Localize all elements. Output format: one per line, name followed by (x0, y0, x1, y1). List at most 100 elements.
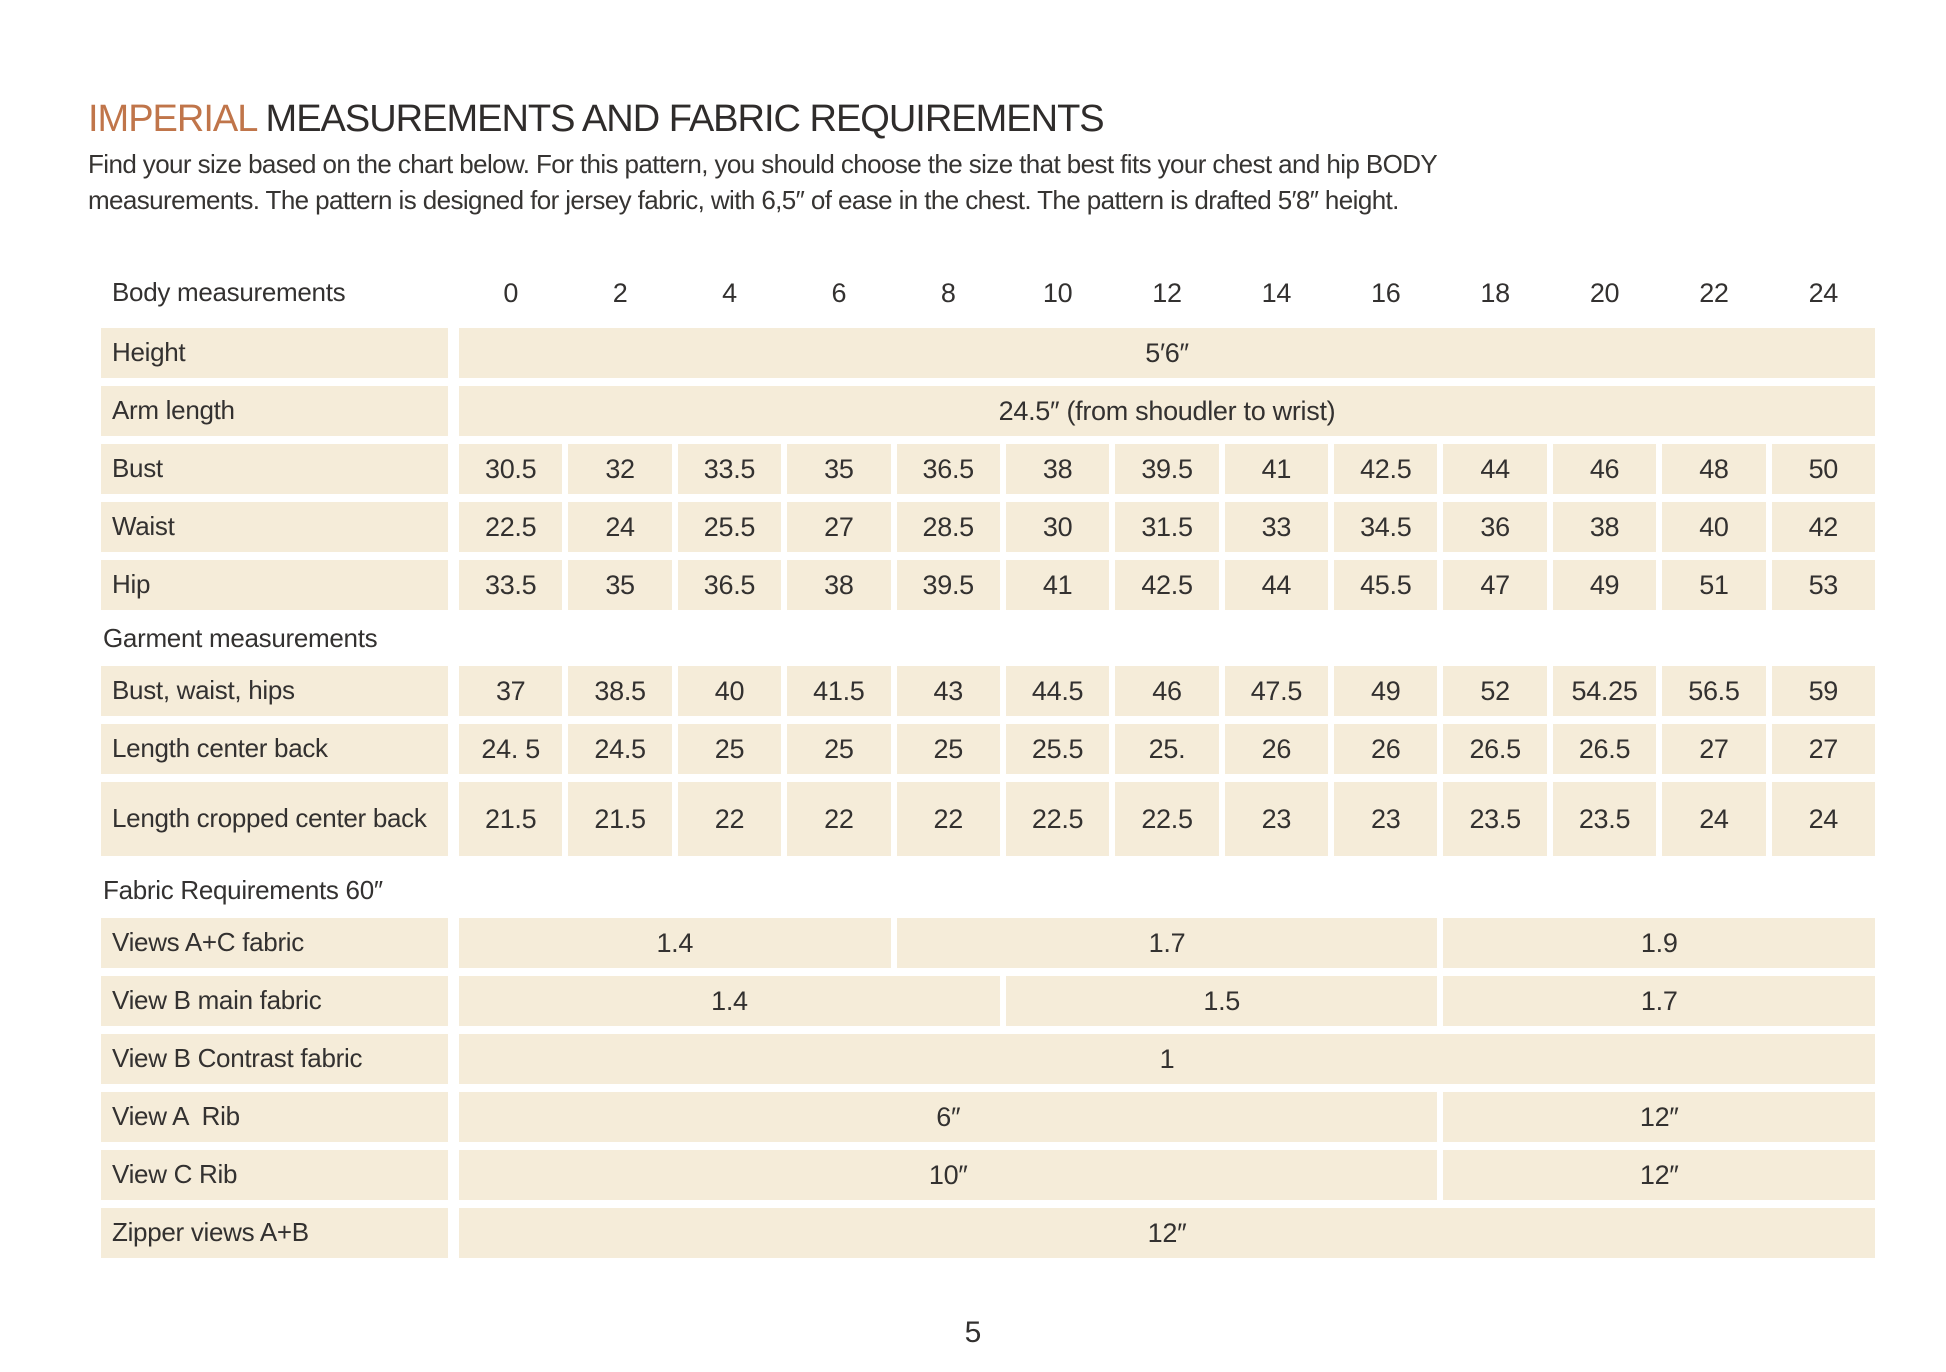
value-cell: 12″ (1443, 1150, 1875, 1200)
size-header-label: Body measurements (112, 277, 346, 308)
value-cell: 23 (1334, 782, 1438, 856)
value-cell: 22.5 (1005, 782, 1110, 856)
value-cell: 23.5 (1552, 782, 1657, 856)
value-cell: 24.5 (568, 724, 672, 774)
value-cell: 59 (1771, 666, 1875, 716)
value-cell: 21.5 (459, 782, 563, 856)
table-row: Length center back 24. 5 24.5 25 25 25 25.5 25.… (101, 724, 1875, 774)
section-label: Garment measurements (103, 622, 378, 653)
size-column-header: 4 (722, 277, 737, 308)
value-cell: 41.5 (787, 666, 891, 716)
value-cell: 33 (1224, 502, 1329, 552)
value-cell: 42.5 (1115, 560, 1219, 610)
row-label: View B main fabric (101, 976, 453, 1026)
size-column-header: 6 (831, 277, 847, 308)
table-row: Length cropped center back 21.5 21.5 22 22 22… (101, 782, 1875, 856)
value-cell: 53 (1771, 560, 1875, 610)
value-cell: 25. (1115, 724, 1219, 774)
value-cell: 12″ (459, 1208, 1875, 1258)
value-cell: 24. 5 (459, 724, 563, 774)
row-label: View A Rib (101, 1092, 453, 1142)
row-label: Zipper views A+B (101, 1208, 453, 1258)
row-label: Length center back (101, 724, 453, 774)
value-cell: 26.5 (1443, 724, 1547, 774)
value-cell: 22 (896, 782, 1000, 856)
value-cell: 27 (787, 502, 891, 552)
value-cell: 27 (1662, 724, 1766, 774)
value-cell: 23.5 (1443, 782, 1547, 856)
value-cell: 36 (1443, 502, 1547, 552)
value-cell: 1.9 (1443, 918, 1875, 968)
page-number: 5 (964, 1316, 982, 1349)
intro-line-1: Find your size based on the chart below.… (88, 149, 1438, 179)
value-cell: 40 (677, 666, 782, 716)
value-cell: 33.5 (459, 560, 563, 610)
value-cell: 44.5 (1005, 666, 1110, 716)
size-column-header: 0 (503, 277, 519, 308)
size-column-header: 8 (940, 277, 956, 308)
measurement-table: Body measurements 0 2 4 6 8 10 12 14 16 18 20 22 24 … (101, 268, 1875, 1266)
row-label: Height (101, 328, 453, 378)
value-cell: 54.25 (1552, 666, 1657, 716)
value-cell: 35 (787, 444, 891, 494)
table-row: Waist 22.5 24 25.5 27 28.5 30 31.5 33 34.5 36 38 40 4… (101, 502, 1875, 552)
row-label: Bust, waist, hips (101, 666, 453, 716)
value-cell: 24 (1771, 782, 1875, 856)
value-cell: 51 (1662, 560, 1766, 610)
value-cell: 38 (787, 560, 891, 610)
value-cell: 32 (568, 444, 672, 494)
title-highlight: IMPERIAL (88, 98, 257, 140)
value-cell: 30 (1005, 502, 1110, 552)
page-title: IMPERIAL MEASUREMENTS AND FABRIC REQUIRE… (88, 96, 1105, 142)
value-cell: 34.5 (1334, 502, 1438, 552)
value-cell: 23 (1224, 782, 1329, 856)
intro-line-2: measurements. The pattern is designed fo… (88, 185, 1399, 215)
row-label: Views A+C fabric (101, 918, 453, 968)
value-cell: 42.5 (1334, 444, 1438, 494)
value-cell: 10″ (459, 1150, 1438, 1200)
section-header-row: Garment measurements (101, 618, 1875, 658)
table-row: Bust, waist, hips 37 38.5 40 41.5 43 44.5 46 47.… (101, 666, 1875, 716)
row-label: Length cropped center back (101, 782, 453, 856)
value-cell: 26 (1334, 724, 1438, 774)
value-cell: 1.5 (1005, 976, 1438, 1026)
size-column-header: 16 (1371, 277, 1401, 308)
value-cell: 1.4 (459, 976, 1000, 1026)
table-row: Height 5′6″ (101, 328, 1875, 378)
value-cell: 30.5 (459, 444, 563, 494)
value-cell: 46 (1115, 666, 1219, 716)
row-label: Bust (101, 444, 453, 494)
value-cell: 36.5 (677, 560, 782, 610)
value-cell: 37 (459, 666, 563, 716)
value-cell: 21.5 (568, 782, 672, 856)
value-cell: 40 (1662, 502, 1766, 552)
value-cell: 22.5 (1115, 782, 1219, 856)
value-cell: 41 (1005, 560, 1110, 610)
value-cell: 46 (1552, 444, 1657, 494)
value-cell: 38 (1552, 502, 1657, 552)
row-label: Waist (101, 502, 453, 552)
title-rest: MEASUREMENTS AND FABRIC REQUIREMENTS (255, 98, 1105, 140)
value-cell: 1 (459, 1034, 1875, 1084)
value-cell: 25 (896, 724, 1000, 774)
value-cell: 43 (896, 666, 1000, 716)
value-cell: 12″ (1443, 1092, 1875, 1142)
table-row: View B main fabric 1.4 1.5 1.7 (101, 976, 1875, 1026)
section-label: Fabric Requirements 60″ (103, 874, 383, 905)
value-cell: 31.5 (1115, 502, 1219, 552)
value-cell: 48 (1662, 444, 1766, 494)
value-cell: 38.5 (568, 666, 672, 716)
value-cell: 26.5 (1552, 724, 1657, 774)
value-cell: 24 (1662, 782, 1766, 856)
row-label: View C Rib (101, 1150, 453, 1200)
value-cell: 22 (677, 782, 782, 856)
value-cell: 41 (1224, 444, 1329, 494)
size-column-header: 14 (1261, 277, 1292, 308)
table-row: View A Rib 6″ 12″ (101, 1092, 1875, 1142)
value-cell: 1.4 (459, 918, 891, 968)
value-cell: 49 (1552, 560, 1657, 610)
value-cell: 24 (568, 502, 672, 552)
table-row: Zipper views A+B 12″ (101, 1208, 1875, 1258)
value-cell: 36.5 (896, 444, 1000, 494)
